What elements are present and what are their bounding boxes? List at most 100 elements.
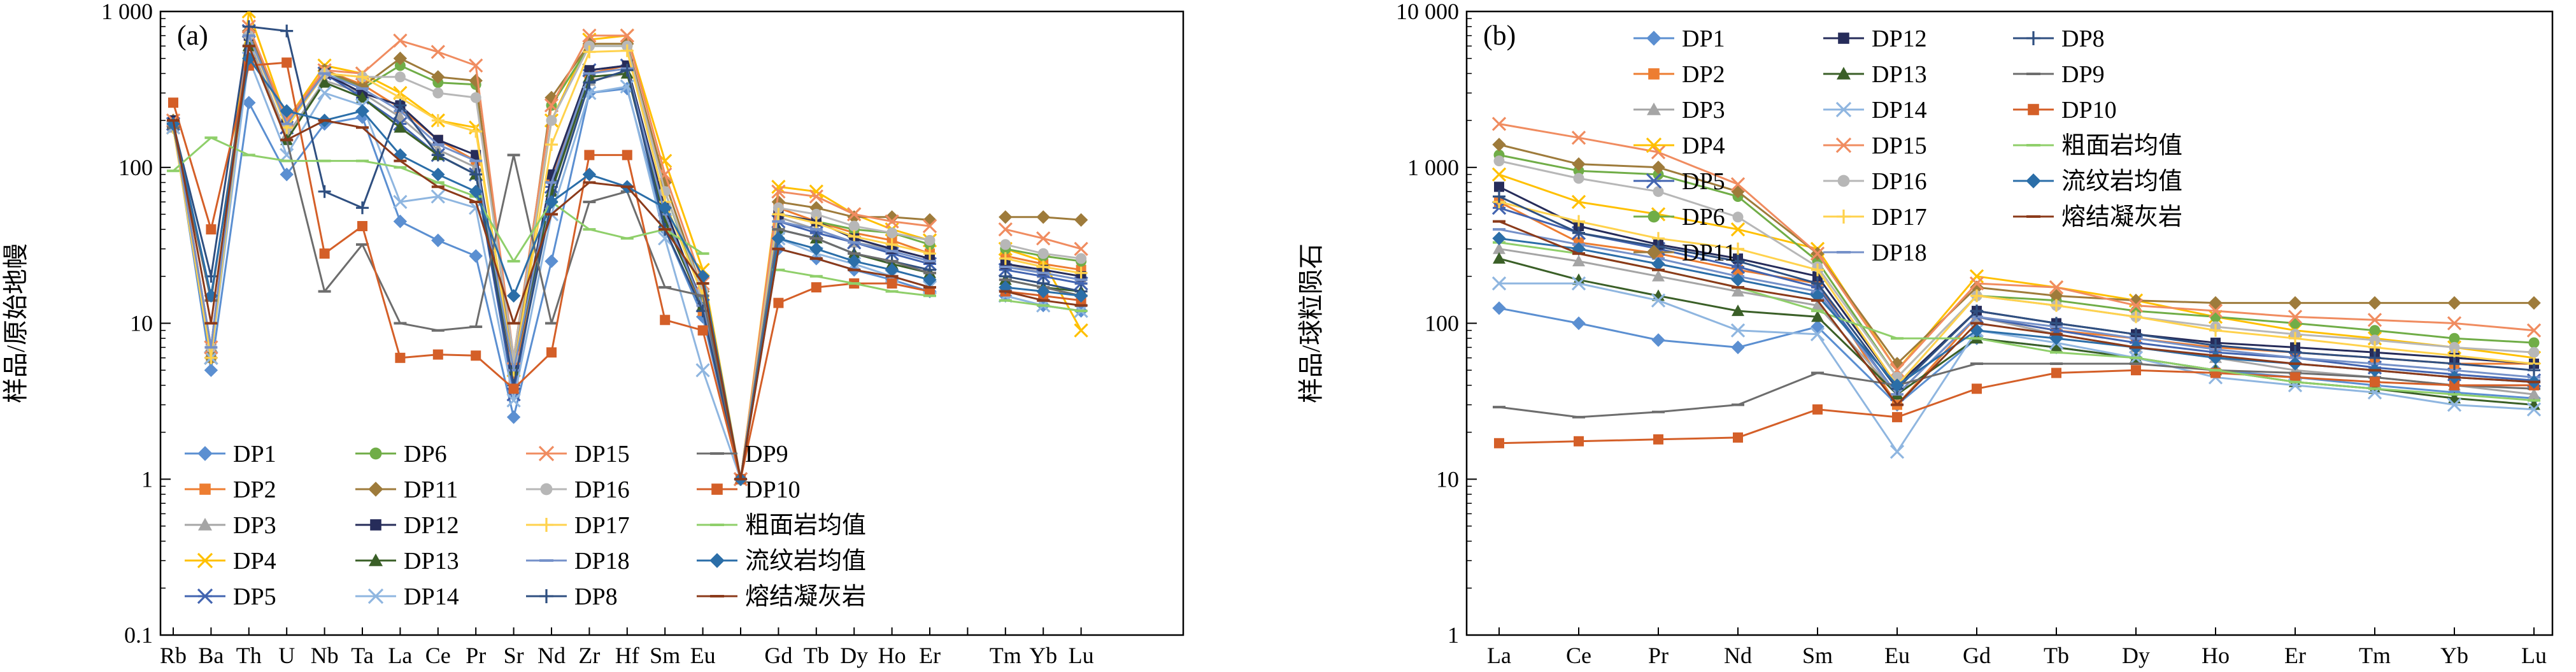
- data-point: [2368, 296, 2382, 310]
- data-point: [2447, 397, 2462, 412]
- x-tick-label: Gd: [1963, 643, 1991, 668]
- series-line: [172, 45, 1081, 480]
- series-line: [1498, 228, 2535, 396]
- data-point: [924, 234, 936, 246]
- data-point: [394, 99, 407, 112]
- data-point: [847, 254, 861, 268]
- legend-item: DP1: [185, 441, 276, 468]
- series-DP15: [1491, 117, 2542, 378]
- x-tick-label: Dy: [2122, 643, 2150, 668]
- data-point: [1494, 182, 1504, 192]
- x-tick-label: Eu: [690, 643, 716, 668]
- data-point: [1889, 445, 1905, 459]
- x-tick-label: Yb: [2440, 643, 2468, 668]
- legend-item: DP16: [1823, 168, 1927, 195]
- data-point: [394, 71, 406, 83]
- x-tick-label: Er: [919, 643, 941, 668]
- legend-item: DP18: [526, 548, 630, 575]
- data-point: [660, 315, 671, 325]
- data-point: [1811, 277, 1824, 290]
- data-point: [771, 184, 786, 199]
- series-line: [172, 45, 1081, 480]
- y-axis-label: 样品/原始地幔: [1, 243, 30, 403]
- data-point: [923, 247, 936, 261]
- data-point: [544, 195, 559, 209]
- series-line: [172, 57, 1081, 480]
- data-point: [2128, 298, 2144, 313]
- legend-label: DP17: [1872, 204, 1927, 231]
- data-point: [431, 233, 445, 248]
- data-point: [394, 121, 407, 133]
- legend-label: DP10: [745, 476, 801, 503]
- series-line: [172, 87, 1081, 480]
- data-point: [620, 64, 634, 77]
- legend-label: DP8: [574, 583, 618, 610]
- data-point: [2050, 341, 2063, 353]
- data-point: [1574, 436, 1584, 447]
- data-point: [1571, 276, 1586, 291]
- legend-label: 流纹岩均值: [745, 548, 866, 575]
- series-line: [1498, 369, 2534, 445]
- legend-item: DP5: [185, 583, 276, 610]
- legend-label: DP2: [1682, 61, 1725, 88]
- data-point: [1572, 316, 1586, 331]
- legend-item: DP1: [1633, 25, 1725, 52]
- data-point: [773, 297, 784, 308]
- series-line: [172, 11, 1082, 480]
- data-point: [469, 58, 483, 73]
- x-tick-label: Ta: [351, 643, 373, 668]
- data-point: [771, 180, 786, 194]
- legend-marker: [2026, 31, 2040, 45]
- legend-marker: [539, 518, 553, 532]
- panel-label: (a): [177, 20, 208, 51]
- data-point: [2130, 327, 2142, 341]
- x-tick-label: Lu: [1069, 643, 1094, 668]
- legend-item: DP14: [1823, 97, 1927, 124]
- data-point: [696, 304, 709, 318]
- data-point: [168, 97, 178, 108]
- legend-label: DP15: [1872, 132, 1927, 159]
- chart-panel-b: 1 10 100 1 000 10 000 La Ce Pr Nd Sm Eu Gd Tb Dy Ho Er T…: [1297, 0, 2554, 668]
- data-point: [1571, 131, 1586, 145]
- legend-item: 粗面岩均值: [2013, 132, 2182, 159]
- data-point: [546, 347, 557, 358]
- data-point: [506, 410, 521, 424]
- data-point: [318, 185, 331, 198]
- data-point: [809, 189, 823, 204]
- x-tick-label: Er: [2284, 643, 2306, 668]
- data-point: [1970, 304, 1983, 318]
- data-point: [695, 363, 710, 378]
- data-point: [395, 352, 406, 363]
- data-point: [2369, 325, 2380, 336]
- data-point: [393, 33, 408, 48]
- legend-item: DP10: [697, 476, 801, 503]
- data-point: [2449, 332, 2460, 344]
- x-tick-label: Eu: [1884, 643, 1910, 668]
- data-point: [432, 349, 443, 360]
- x-tick-label: Ba: [198, 643, 224, 668]
- legend-item: DP11: [355, 476, 458, 503]
- data-point: [545, 138, 558, 151]
- x-tick-label: Tb: [2044, 643, 2069, 668]
- data-point: [242, 20, 255, 33]
- legend-marker: [1837, 175, 1850, 187]
- data-point: [1730, 177, 1746, 192]
- legend-item: DP9: [697, 441, 788, 468]
- series-DP10: [168, 57, 1086, 485]
- data-point: [847, 207, 862, 222]
- data-point: [431, 70, 445, 84]
- data-point: [281, 57, 292, 68]
- data-point: [2289, 346, 2302, 359]
- data-point: [2528, 364, 2540, 377]
- data-point: [697, 325, 708, 336]
- legend-item: DP11: [1633, 239, 1736, 266]
- x-tick-label: Nd: [1724, 643, 1752, 668]
- legend-label: 粗面岩均值: [2061, 132, 2182, 159]
- series-粗面岩均值: [167, 136, 1088, 313]
- data-point: [1492, 301, 1506, 315]
- legend-label: DP4: [233, 548, 276, 575]
- legend-marker: [1648, 68, 1660, 80]
- data-point: [1652, 269, 1665, 282]
- legend-label: DP16: [574, 476, 630, 503]
- data-point: [280, 168, 294, 182]
